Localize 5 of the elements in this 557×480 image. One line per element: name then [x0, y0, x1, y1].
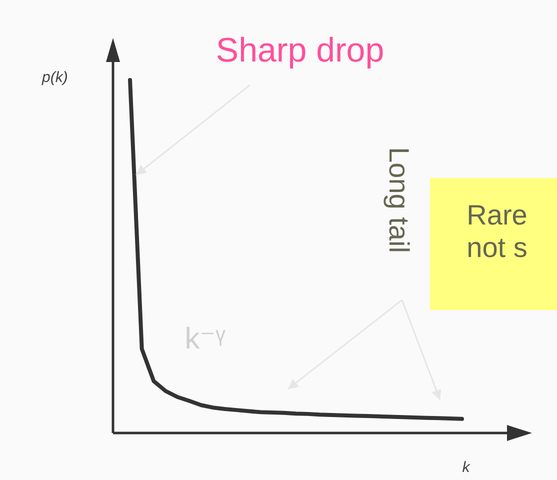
text: Sharp drop: [216, 31, 384, 70]
x-axis-title: k: [462, 459, 472, 476]
annotation: Rare not s: [466, 200, 528, 263]
y-axis-title: p(k): [41, 69, 68, 86]
annotation: Long tail: [383, 147, 414, 253]
